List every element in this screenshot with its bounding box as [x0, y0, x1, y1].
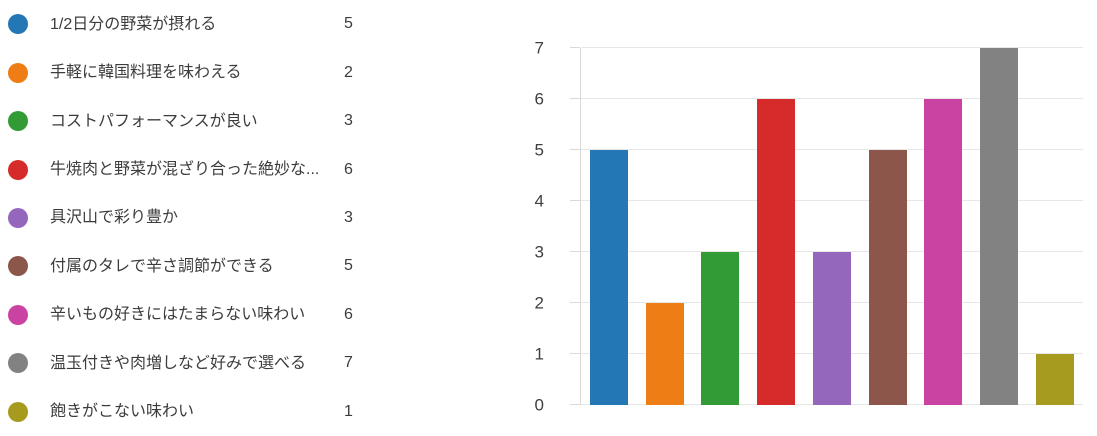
bar-1[interactable]: [589, 150, 628, 405]
legend-color-dot: [8, 401, 28, 422]
y-axis-tick-mark: [570, 47, 580, 48]
legend-item-value: 5: [344, 257, 353, 275]
y-axis-tick-label: 6: [534, 89, 544, 109]
legend-item-label: 具沢山で彩り豊か: [50, 209, 179, 227]
y-axis-tick-label: 3: [534, 242, 544, 262]
bar-2[interactable]: [645, 303, 684, 405]
legend-item-value: 7: [344, 354, 353, 372]
chart-legend: 1/2日分の野菜が摂れる 5 手軽に韓国料理を味わえる 2 コストパフォーマンス…: [0, 0, 392, 436]
bar-8[interactable]: [980, 48, 1019, 405]
legend-item-label: 手軽に韓国料理を味わえる: [50, 64, 242, 82]
plot-area: [570, 47, 1083, 405]
legend-color-dot: [8, 159, 28, 180]
bar-4[interactable]: [757, 99, 796, 405]
legend-color-dot: [8, 62, 28, 83]
legend-item-label: 辛いもの好きにはたまらない味わい: [50, 306, 306, 324]
y-axis-tick-mark: [570, 353, 580, 354]
legend-item[interactable]: 手軽に韓国料理を味わえる 2: [8, 62, 392, 83]
legend-item-value: 2: [344, 63, 353, 81]
legend-item-label: 飽きがこない味わい: [50, 403, 195, 421]
legend-color-dot: [8, 207, 28, 228]
legend-color-dot: [8, 111, 28, 132]
legend-color-dot: [8, 353, 28, 374]
legend-item[interactable]: 牛焼肉と野菜が混ざり合った絶妙な... 6: [8, 159, 392, 180]
legend-item-value: 6: [344, 160, 353, 178]
legend-item-label: 1/2日分の野菜が摂れる: [50, 15, 217, 33]
bars: [581, 48, 1083, 405]
legend-item-value: 1: [344, 402, 353, 420]
legend-item-label: 付属のタレで辛さ調節ができる: [50, 257, 274, 275]
legend-item[interactable]: 具沢山で彩り豊か 3: [8, 207, 392, 228]
bar-9[interactable]: [1036, 354, 1074, 405]
y-axis-tick-label: 1: [534, 344, 544, 364]
legend-color-dot: [8, 304, 28, 325]
gridline: [581, 149, 1083, 150]
y-axis-tick-label: 5: [534, 140, 544, 160]
y-axis-tick-label: 7: [534, 38, 544, 58]
y-axis-tick-label: 2: [534, 293, 544, 313]
y-axis-tick-mark: [570, 302, 580, 303]
legend-item-value: 5: [344, 15, 353, 33]
legend-item-label: 温玉付きや肉増しなど好みで選べる: [50, 354, 307, 372]
y-axis-tick-label: 0: [534, 395, 544, 415]
legend-color-dot: [8, 256, 28, 277]
bar-7[interactable]: [924, 99, 963, 405]
y-axis-tick-mark: [570, 404, 580, 405]
legend-item[interactable]: 辛いもの好きにはたまらない味わい 6: [8, 304, 392, 325]
legend-item[interactable]: 温玉付きや肉増しなど好みで選べる 7: [8, 353, 392, 374]
bar-5[interactable]: [812, 252, 851, 405]
y-axis-tick-mark: [570, 149, 580, 150]
y-axis-tick-label: 4: [534, 191, 544, 211]
legend-item[interactable]: コストパフォーマンスが良い 3: [8, 111, 392, 132]
gridline: [581, 47, 1083, 48]
legend-item-label: 牛焼肉と野菜が混ざり合った絶妙な...: [50, 160, 320, 178]
legend-item[interactable]: 1/2日分の野菜が摂れる 5: [8, 14, 392, 35]
bar-chart: 0 1 2 3 4 5 6 7: [392, 0, 1097, 436]
legend-item-label: コストパフォーマンスが良い: [50, 112, 258, 130]
gridline: [581, 200, 1083, 201]
legend-item[interactable]: 飽きがこない味わい 1: [8, 401, 392, 422]
bar-6[interactable]: [868, 150, 907, 405]
legend-item[interactable]: 付属のタレで辛さ調節ができる 5: [8, 256, 392, 277]
y-axis-tick-mark: [570, 200, 580, 201]
y-axis-tick-mark: [570, 98, 580, 99]
legend-item-value: 3: [344, 208, 353, 226]
legend-item-value: 6: [344, 305, 353, 323]
bar-3[interactable]: [701, 252, 740, 405]
gridline: [581, 251, 1083, 252]
legend-color-dot: [8, 14, 28, 35]
legend-item-value: 3: [344, 112, 353, 130]
y-axis-tick-mark: [570, 251, 580, 252]
gridline: [581, 98, 1083, 99]
y-axis-labels: 0 1 2 3 4 5 6 7: [510, 40, 558, 414]
